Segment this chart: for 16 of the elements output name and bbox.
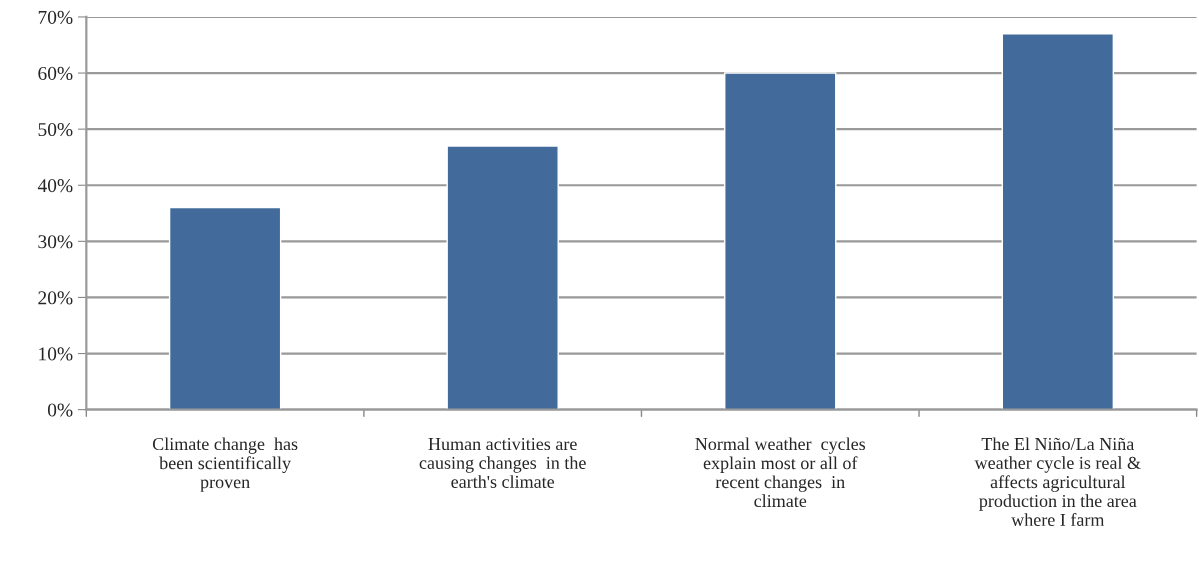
y-tick-label: 60% [38,66,73,81]
x-tick-label: The El Niño/La Niña weather cycle is real & affects agricultural production in the area where I farm [974,437,1141,526]
y-tick-label: 30% [38,235,73,249]
y-tick-label: 50% [38,122,73,137]
y-tick-label: 70% [38,10,73,24]
x-tick-label: Climate change has been scientifically proven [152,437,298,492]
bar [168,206,282,410]
y-tick-label: 0% [47,403,73,417]
y-tick-label: 10% [39,347,73,361]
bar [1001,33,1115,410]
x-tick-label: Normal weather cycles explain most or all of recent changes in climate [695,437,866,508]
x-tick-label: Human activities are causing changes in the earth's climate [419,437,586,488]
y-tick-label: 20% [38,291,73,305]
bar [446,145,559,410]
y-tick-label: 40% [37,179,73,193]
bar [724,72,837,410]
